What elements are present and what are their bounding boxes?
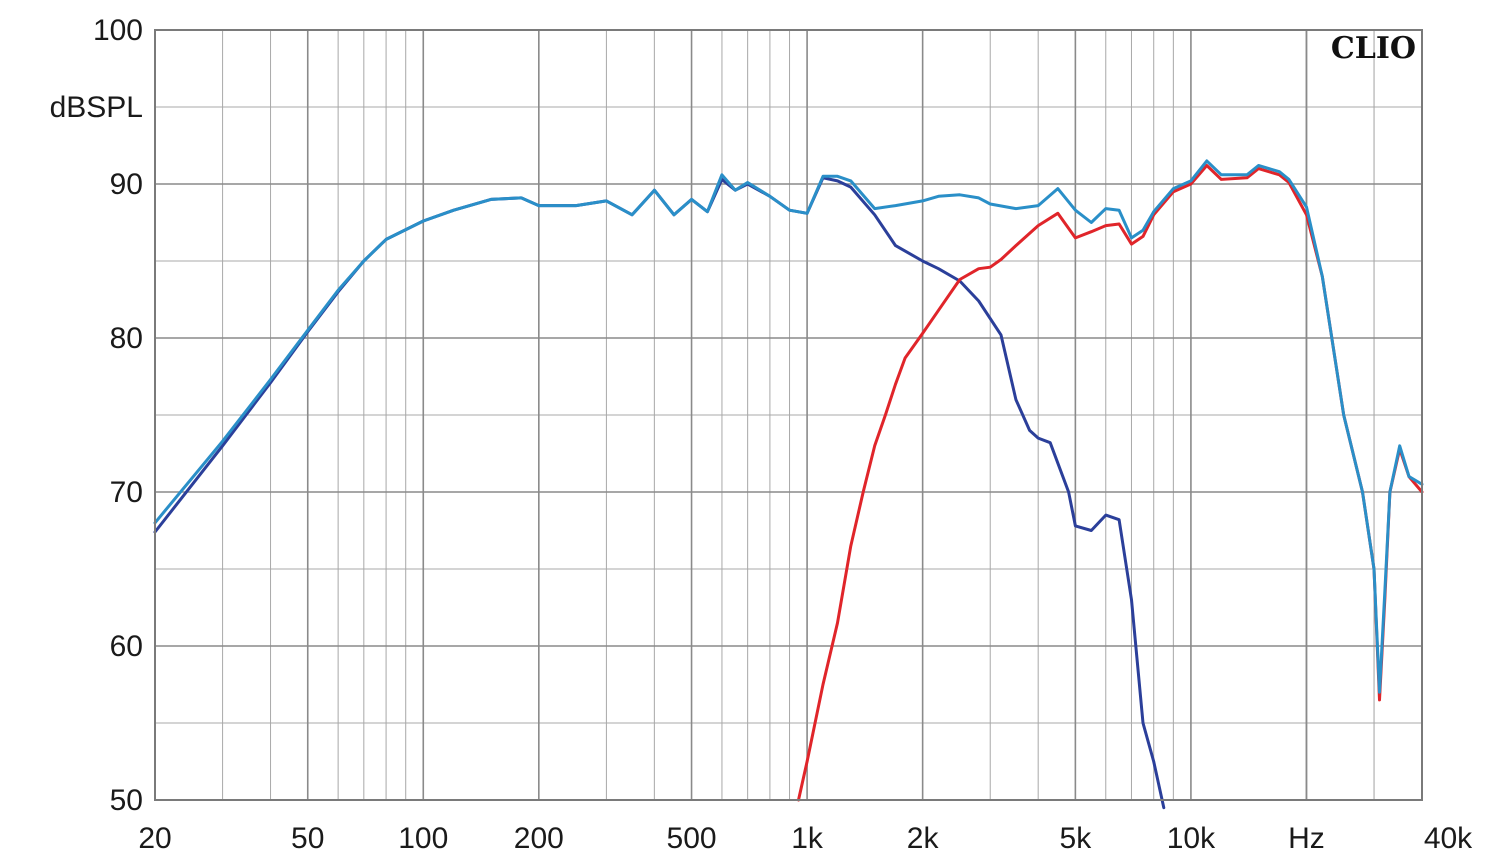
x-tick-label: 50 — [291, 822, 324, 855]
y-axis-label: dBSPL — [50, 91, 143, 124]
x-tick-label: 10k — [1167, 822, 1216, 855]
y-tick-label: 70 — [110, 476, 143, 509]
series-line-3 — [153, 159, 1424, 694]
x-tick-label: 2k — [907, 822, 940, 855]
x-tick-label: 200 — [514, 822, 564, 855]
x-tick-label: 500 — [667, 822, 717, 855]
x-tick-label: 40k — [1424, 822, 1473, 855]
x-tick-label: 20 — [138, 822, 171, 855]
brand-logo: CLIO — [1331, 31, 1416, 66]
x-tick-label: 5k — [1060, 822, 1093, 855]
y-tick-label: 90 — [110, 168, 143, 201]
y-tick-label: 50 — [110, 784, 143, 817]
plot-frame — [154, 29, 1423, 801]
x-tick-label: 100 — [398, 822, 448, 855]
y-tick-label: 100 — [93, 14, 143, 47]
y-tick-labels: 100 90 80 70 60 50 — [93, 14, 143, 817]
y-tick-label: 60 — [110, 630, 143, 663]
grid-minor — [155, 30, 1422, 800]
x-tick-label: Hz — [1288, 822, 1325, 855]
series-layer — [153, 159, 1424, 810]
x-tick-labels: 20 50 100 200 500 1k 2k 5k 10k Hz 40k — [138, 822, 1473, 855]
x-tick-label: 1k — [791, 822, 824, 855]
y-tick-label: 80 — [110, 322, 143, 355]
